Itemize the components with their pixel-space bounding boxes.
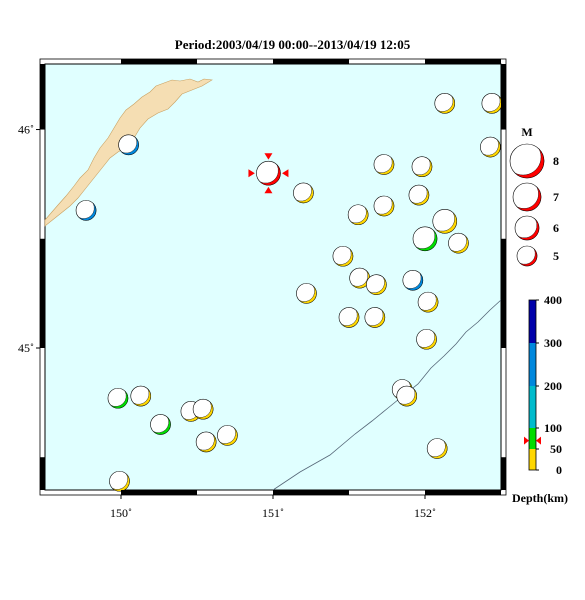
magnitude-legend-item: 7 — [512, 182, 559, 212]
frame-bar-top — [121, 59, 197, 64]
magnitude-legend-label: 5 — [553, 249, 559, 263]
magnitude-legend-item: 6 — [514, 215, 559, 241]
depth-legend-title: Depth(km) — [512, 491, 568, 505]
sea-area — [45, 64, 501, 490]
event-beachball — [296, 283, 317, 304]
event-beachball — [448, 232, 469, 254]
event-beachball — [366, 274, 387, 295]
map-title: Period:2003/04/19 00:00--2013/04/19 12:0… — [174, 37, 411, 52]
event-beachball — [481, 93, 503, 114]
magnitude-legend-label: 8 — [553, 154, 559, 168]
depth-tick-label: 300 — [544, 336, 562, 350]
event-beachball — [396, 385, 418, 407]
event-beachball — [434, 93, 456, 114]
event-beachball — [364, 307, 386, 328]
frame-bar-right — [501, 238, 506, 348]
depth-band — [529, 300, 536, 343]
mainshock-marker — [264, 186, 273, 194]
event-beachball — [402, 269, 424, 291]
event-beachball — [373, 154, 395, 175]
event-beachball — [411, 156, 433, 177]
magnitude-legend-label: 6 — [553, 221, 559, 235]
event-beachball — [150, 414, 171, 435]
depth-tick-label: 50 — [550, 442, 562, 456]
trench-line — [272, 299, 502, 491]
axis-ticks: 150˚ 151˚ 152˚ 45˚ 46˚ — [18, 58, 507, 520]
event-beachball — [426, 438, 448, 459]
magnitude-legend-title: M — [521, 125, 532, 139]
frame-bar-left — [40, 457, 45, 490]
depth-tick-label: 400 — [544, 293, 562, 307]
magnitude-legend-item: 5 — [516, 245, 559, 267]
lon-tick-label: 150˚ — [110, 506, 132, 520]
event-beachball — [338, 307, 360, 328]
depth-band — [529, 428, 536, 449]
frame-bar-bottom — [121, 490, 197, 495]
mainshock-marker — [264, 153, 273, 160]
event-beachball — [373, 195, 395, 217]
land-layer — [44, 78, 213, 227]
lon-tick-label: 152˚ — [414, 506, 436, 520]
event-beachball — [480, 136, 501, 158]
lat-tick-label: 45˚ — [18, 341, 34, 355]
mainshock-marker — [248, 169, 255, 178]
event-beachball — [195, 431, 217, 453]
depth-bar-border — [528, 299, 537, 471]
mainshock-beachball — [248, 153, 289, 194]
lon-tick-label: 151˚ — [262, 506, 284, 520]
event-beachball — [349, 267, 370, 289]
event-beachball — [109, 470, 130, 492]
map-frame — [44, 63, 502, 491]
event-beachball — [75, 200, 97, 221]
depth-band — [529, 449, 536, 470]
depth-band — [529, 386, 536, 428]
mainshock-marker — [282, 169, 289, 178]
event-beachball — [417, 291, 439, 313]
depth-band — [529, 343, 536, 386]
event-beachball — [432, 208, 458, 234]
frame-bar-top — [425, 59, 501, 64]
event-beachball — [217, 425, 238, 446]
frame-bar-left — [40, 238, 45, 348]
earthquake-events — [75, 93, 503, 492]
event-beachball — [130, 385, 152, 407]
frame-bar-bottom — [425, 490, 501, 495]
depth-tick-label: 200 — [544, 379, 562, 393]
magnitude-legend-label: 7 — [553, 190, 559, 204]
frame-bar-bottom — [273, 490, 349, 495]
event-beachball — [118, 134, 139, 156]
event-beachball — [293, 182, 314, 204]
frame-bar-right — [501, 457, 506, 490]
depth-tick-label: 0 — [556, 463, 562, 477]
island-land — [44, 78, 213, 227]
event-beachball — [408, 184, 430, 206]
event-beachball — [332, 245, 354, 267]
depth-marker-right — [536, 436, 541, 445]
event-beachball — [412, 226, 438, 252]
lat-tick-label: 46˚ — [18, 123, 34, 137]
event-beachball — [347, 204, 369, 226]
depth-tick-label: 100 — [544, 421, 562, 435]
depth-marker-left — [524, 436, 529, 445]
frame-bar-right — [501, 64, 506, 130]
event-beachball — [192, 398, 214, 420]
event-beachball — [107, 387, 129, 409]
kuril-trench-line — [272, 299, 502, 491]
event-beachball — [416, 328, 437, 350]
magnitude-legend-item: 8 — [509, 143, 559, 179]
frame-bar-left — [40, 64, 45, 130]
frame-bar-top — [273, 59, 349, 64]
